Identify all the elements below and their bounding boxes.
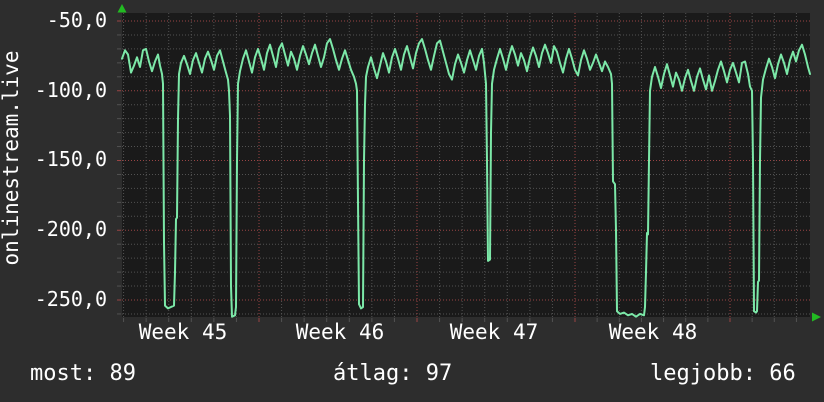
x-axis-week-label: Week 48 [608,320,698,344]
stat-legjobb: legjobb: 66 [650,361,796,386]
y-axis-tick-label: -250,0 [34,287,107,311]
y-axis-arrow-icon [117,4,127,13]
x-axis-week-label: Week 47 [449,320,539,344]
plot-background [122,13,810,317]
x-axis-week-label: Week 45 [138,320,228,344]
series-line [121,38,811,318]
x-axis-arrow-icon [812,312,821,322]
stat-atlag: átlag: 97 [333,361,453,386]
chart-title-vertical: onlinestream.live [0,50,23,266]
stat-most: most: 89 [30,361,136,386]
y-axis-tick-label: -150,0 [34,147,107,171]
y-axis-tick-label: -50,0 [46,8,107,32]
y-axis-tick-label: -200,0 [34,217,107,241]
y-axis-tick-label: -100,0 [34,78,107,102]
x-axis-week-label: Week 46 [295,320,385,344]
chart-plot-area [117,4,821,322]
